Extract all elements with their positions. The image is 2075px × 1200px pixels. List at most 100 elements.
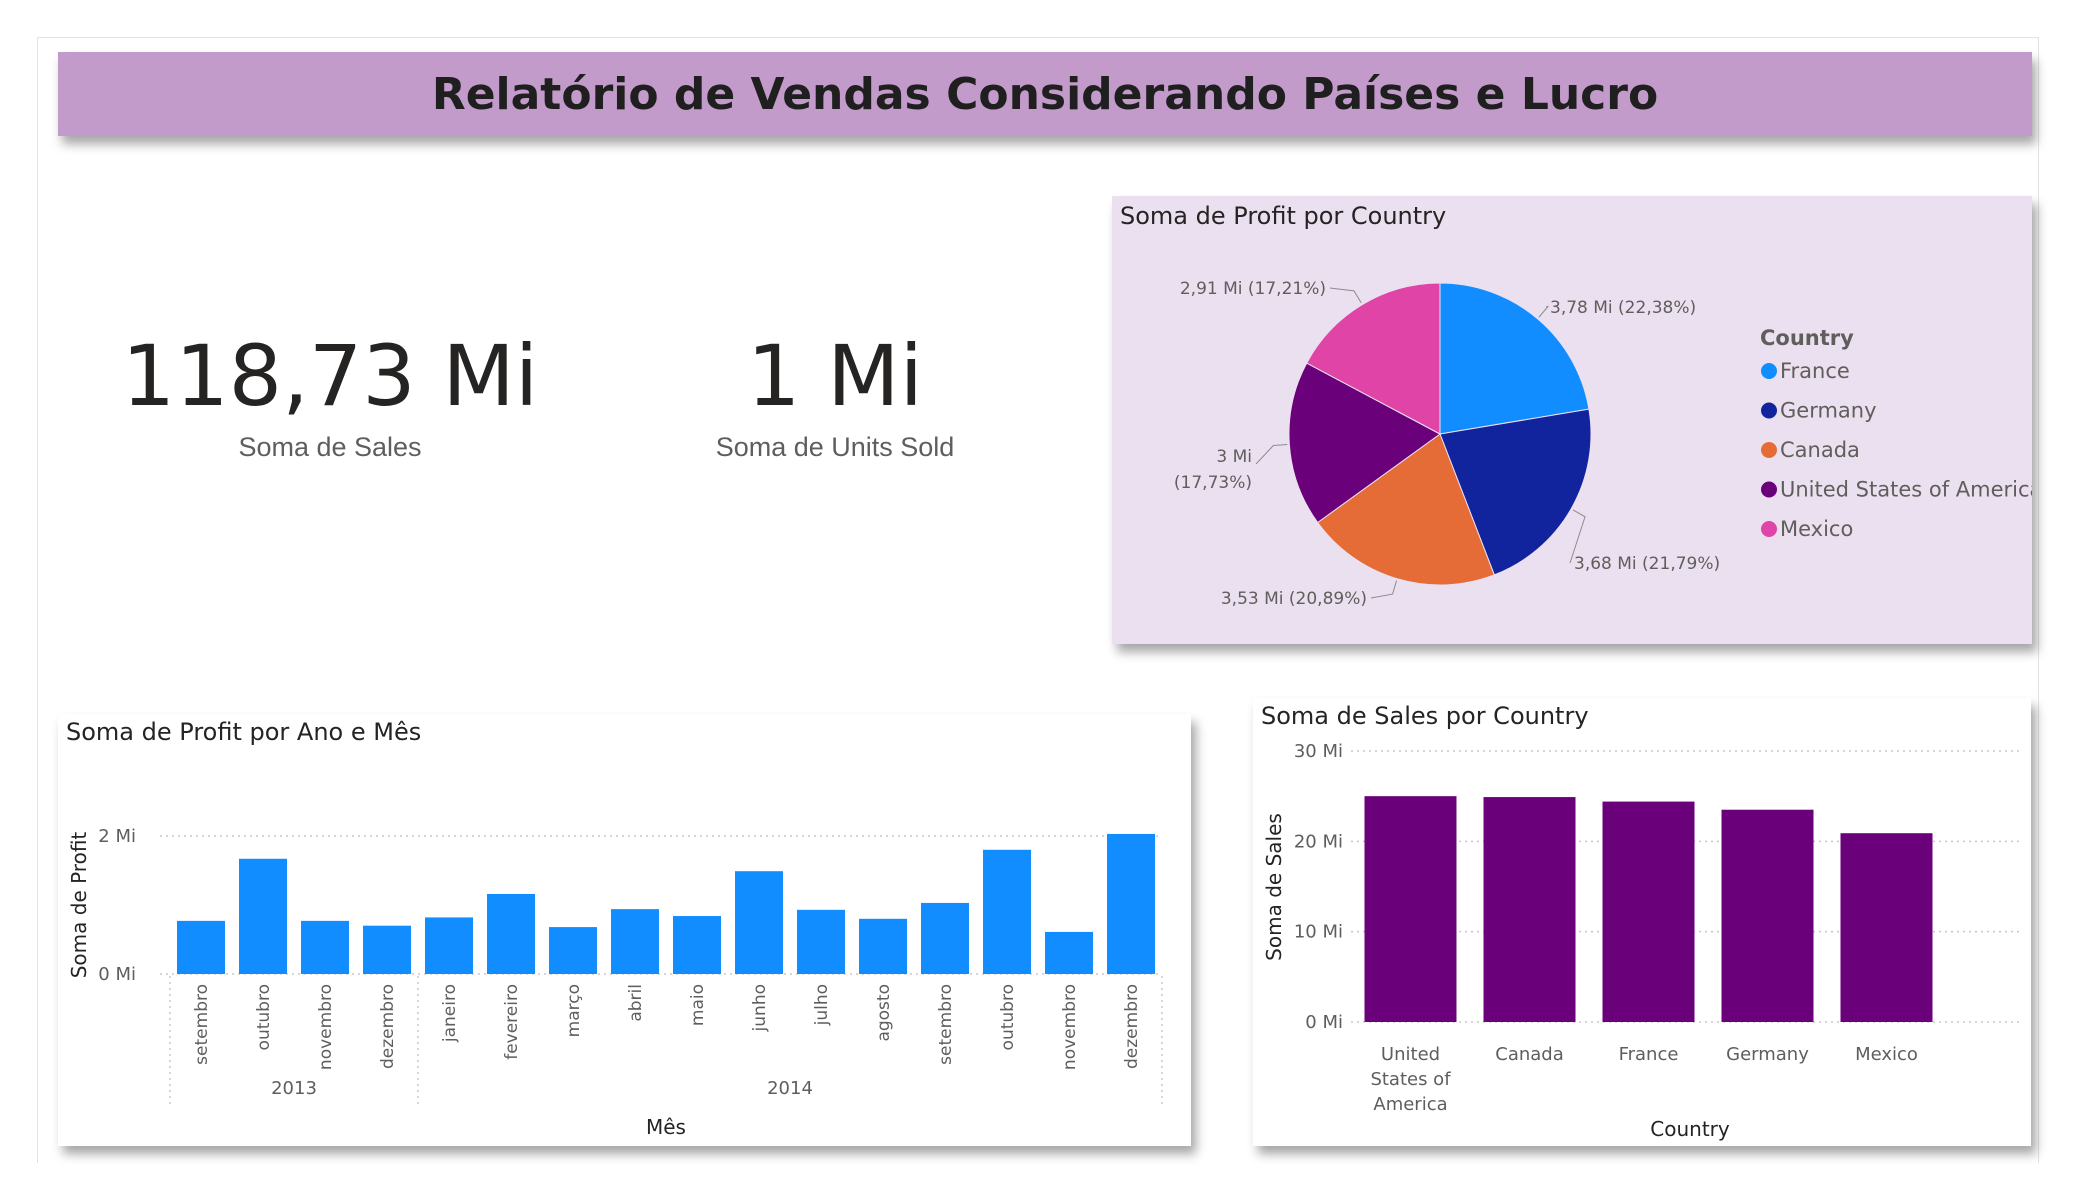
units-card[interactable]: 1 Mi Soma de Units Sold: [625, 334, 1045, 463]
legend-marker: [1761, 481, 1777, 498]
sales-card-value: 118,73 Mi: [121, 327, 539, 425]
y-tick-label: 10 Mi: [1294, 922, 1343, 943]
x-tick-label: junho: [750, 984, 770, 1032]
pie-data-label: 3,53 Mi (20,89%): [1221, 589, 1367, 609]
x-tick-label: setembro: [936, 984, 956, 1065]
report-title-bar: Relatório de Vendas Considerando Países …: [58, 52, 2032, 136]
sales-bar: [1364, 796, 1457, 1022]
y-tick-label: 0 Mi: [1305, 1012, 1343, 1033]
legend-item-label: United States of America: [1780, 478, 2032, 502]
profit-chart-svg: Soma de Profit por Ano e Mês 0 Mi 2 Mi Soma…: [66, 718, 1163, 1139]
profit-chart-title: Soma de Profit por Ano e Mês: [66, 718, 421, 746]
y-tick-label: 20 Mi: [1294, 831, 1343, 852]
units-card-label: Soma de Units Sold: [715, 432, 955, 462]
profit-bar: [735, 871, 783, 974]
x-tick-label: maio: [688, 984, 708, 1026]
pie-data-label: 3,68 Mi (21,79%): [1574, 554, 1720, 574]
sales-card-label: Soma de Sales: [238, 432, 422, 462]
sales-bar: [1840, 833, 1933, 1022]
x-tick-label: Mexico: [1855, 1044, 1918, 1065]
profit-chart-panel[interactable]: Soma de Profit por Ano e Mês 0 Mi 2 Mi Soma…: [58, 714, 1191, 1146]
x-tick-label: dezembro: [378, 984, 398, 1069]
sales-bar: [1721, 809, 1814, 1022]
pie-leader-line: [1538, 305, 1550, 318]
x-tick-label: novembro: [1060, 984, 1080, 1070]
pie-slice: [1439, 282, 1590, 435]
report-title: Relatório de Vendas Considerando Países …: [431, 68, 1659, 120]
year-group-label: 2014: [767, 1078, 813, 1099]
profit-bar: [487, 893, 535, 974]
pie-chart-svg: Soma de Profit por Country 3,78 Mi (22,38…: [1120, 202, 2032, 609]
profit-bar: [425, 917, 473, 974]
x-tick-label: julho: [812, 984, 832, 1026]
profit-bar: [177, 920, 225, 974]
x-tick-label: outubro: [254, 984, 274, 1050]
pie-chart-panel[interactable]: Soma de Profit por Country 3,78 Mi (22,38…: [1112, 196, 2032, 644]
sales-chart-svg: Soma de Sales por Country 0 Mi 10 Mi 20 Mi 3…: [1261, 702, 2023, 1141]
x-tick-label: United: [1381, 1044, 1440, 1065]
profit-bar: [301, 920, 349, 974]
profit-bar: [1045, 931, 1093, 974]
x-tick-label: France: [1619, 1044, 1679, 1065]
sales-chart-panel[interactable]: Soma de Sales por Country 0 Mi 10 Mi 20 Mi 3…: [1253, 698, 2031, 1146]
legend-item-label: Canada: [1780, 438, 1860, 462]
pie-slice: [1439, 408, 1592, 576]
pie-leader-line: [1329, 287, 1362, 304]
sales-bar: [1483, 797, 1576, 1022]
sales-chart-title: Soma de Sales por Country: [1261, 702, 1589, 730]
pie-data-label: (17,73%): [1174, 473, 1252, 493]
year-group-label: 2013: [271, 1078, 317, 1099]
pie-data-label: 2,91 Mi (17,21%): [1180, 279, 1326, 299]
report-frame: [37, 37, 2039, 1163]
units-card-value: 1 Mi: [747, 327, 923, 425]
y-tick-label: 2 Mi: [98, 826, 136, 847]
profit-bar: [611, 909, 659, 974]
sales-card[interactable]: 118,73 Mi Soma de Sales: [120, 334, 540, 463]
pie-legend-title: Country: [1760, 326, 1854, 350]
sales-bar: [1602, 801, 1695, 1022]
y-tick-label: 30 Mi: [1294, 741, 1343, 762]
pie-chart-title: Soma de Profit por Country: [1120, 202, 1446, 230]
profit-bar: [673, 916, 721, 974]
profit-bar: [797, 909, 845, 974]
profit-bar: [363, 925, 411, 974]
x-tick-label: janeiro: [440, 984, 460, 1043]
profit-bar: [921, 902, 969, 974]
pie-leader-line: [1569, 509, 1586, 564]
x-tick-label: States of: [1370, 1069, 1451, 1090]
profit-bar: [239, 858, 287, 974]
pie-leader-line: [1370, 580, 1398, 599]
x-tick-label: abril: [626, 984, 646, 1022]
x-tick-label: outubro: [998, 984, 1018, 1050]
x-tick-label: Germany: [1726, 1044, 1809, 1065]
profit-bar: [859, 918, 907, 974]
y-axis-title: Soma de Profit: [67, 832, 91, 979]
x-tick-label: agosto: [874, 984, 894, 1042]
x-axis-title: Mês: [646, 1115, 686, 1139]
legend-item-label: Germany: [1780, 399, 1877, 423]
x-tick-label: fevereiro: [502, 984, 522, 1060]
legend-item-label: France: [1780, 359, 1850, 383]
legend-marker: [1761, 363, 1777, 379]
pie-slice: [1306, 282, 1441, 435]
pie-data-label: 3 Mi: [1216, 447, 1252, 467]
x-tick-label: setembro: [192, 984, 212, 1065]
pie-slice: [1288, 362, 1441, 524]
y-axis-title: Soma de Sales: [1262, 813, 1286, 961]
profit-bar: [983, 849, 1031, 974]
profit-bar: [549, 927, 597, 974]
x-tick-label: novembro: [316, 984, 336, 1070]
pie-slice: [1316, 433, 1495, 586]
pie-data-label: 3,78 Mi (22,38%): [1550, 298, 1696, 318]
legend-marker: [1761, 442, 1777, 458]
x-tick-label: America: [1373, 1094, 1447, 1115]
x-tick-label: dezembro: [1122, 984, 1142, 1069]
x-tick-label: Canada: [1495, 1044, 1564, 1065]
x-tick-label: março: [564, 984, 584, 1037]
legend-marker: [1761, 521, 1777, 537]
legend-item-label: Mexico: [1780, 517, 1853, 541]
pie-leader-line: [1255, 444, 1288, 465]
y-tick-label: 0 Mi: [98, 964, 136, 985]
x-axis-title: Country: [1650, 1117, 1730, 1141]
profit-bar: [1107, 833, 1155, 974]
